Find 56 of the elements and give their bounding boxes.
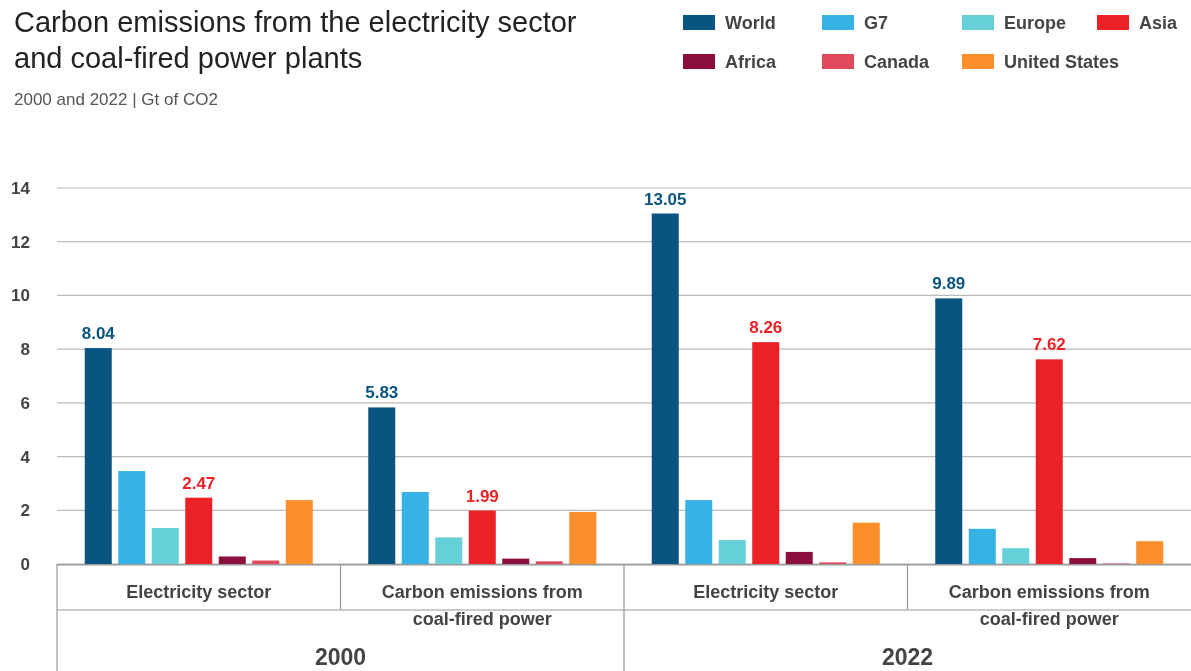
- data-label: 8.04: [81, 324, 116, 344]
- y-tick-label: 14: [11, 179, 31, 198]
- x-tick-label: Carbon emissions from coal-fired power: [948, 582, 1150, 629]
- bar: [935, 298, 963, 564]
- text: 2000: [314, 644, 367, 670]
- bar: [968, 528, 996, 564]
- data-label: 8.26: [749, 318, 783, 338]
- data-label: 13.05: [643, 189, 687, 209]
- bar: [535, 561, 563, 564]
- bar: [785, 551, 813, 564]
- legend-label: Africa: [725, 52, 778, 72]
- bar: [435, 537, 463, 564]
- bar: [84, 348, 112, 564]
- legend-label: World: [725, 13, 776, 33]
- legend-label: Europe: [1004, 13, 1067, 33]
- bar: [685, 500, 713, 564]
- y-tick-label: 0: [20, 555, 30, 574]
- legend-label: Canada: [864, 52, 931, 72]
- bar: [401, 492, 429, 564]
- data-label: 5.83: [365, 383, 399, 403]
- y-tick-label: 4: [20, 447, 31, 467]
- data-label: 2.47: [182, 473, 216, 493]
- legend-label: United States: [1004, 52, 1120, 72]
- chart-title: Carbon emissions from the electricity sector and coal-fired power plants: [14, 6, 577, 74]
- legend-label: G7: [864, 13, 889, 33]
- y-tick-label: 6: [20, 393, 30, 413]
- text: 2022: [881, 644, 934, 670]
- bar: [118, 471, 146, 564]
- bar: [368, 407, 396, 564]
- bar: [468, 510, 496, 564]
- bar: [752, 342, 780, 564]
- bar: [718, 540, 746, 564]
- bar: [1069, 558, 1097, 564]
- y-tick-label: 10: [11, 286, 30, 306]
- x-tick-label: Electricity sector: [693, 582, 839, 602]
- bar: [1136, 541, 1164, 564]
- data-label: 7.62: [1032, 335, 1066, 355]
- bar: [651, 213, 679, 564]
- bar: [852, 522, 880, 564]
- chart-subtitle: 2000 and 2022 | Gt of CO2: [14, 90, 218, 109]
- data-label: 9.89: [932, 274, 966, 294]
- data-label: 1.99: [465, 486, 499, 506]
- bar: [502, 558, 530, 564]
- bar: [218, 556, 246, 564]
- x-tick-label: Electricity sector: [126, 582, 272, 602]
- legend-label: Asia: [1139, 13, 1179, 33]
- bar: [569, 511, 597, 564]
- bar: [185, 497, 213, 564]
- bar: [285, 500, 313, 564]
- y-tick-label: 8: [20, 340, 30, 360]
- bar: [1035, 359, 1063, 564]
- bar: [151, 528, 179, 564]
- y-tick-label: 2: [20, 501, 30, 521]
- bar: [1002, 548, 1030, 564]
- y-tick-label: 12: [11, 232, 30, 252]
- x-tick-label: Carbon emissions from coal-fired power: [381, 582, 583, 629]
